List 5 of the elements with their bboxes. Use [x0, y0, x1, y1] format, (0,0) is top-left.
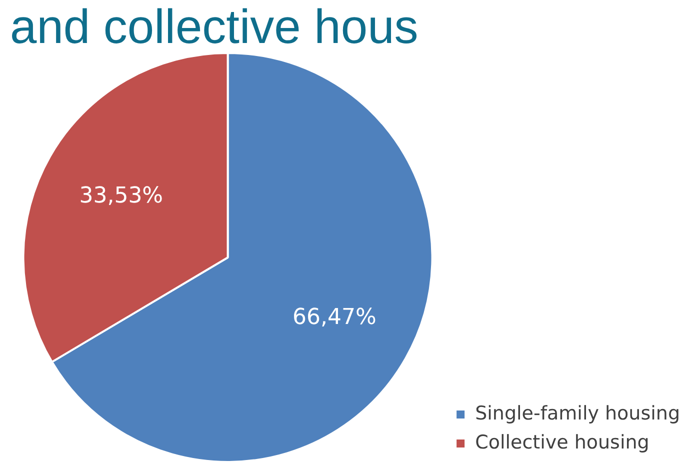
legend-label: Collective housing	[475, 431, 650, 454]
legend-label: Single-family housing	[475, 402, 680, 424]
data-label: 33,53%	[79, 184, 164, 209]
data-label: 66,47%	[292, 304, 376, 330]
chart-title: and collective hous	[9, 0, 420, 54]
